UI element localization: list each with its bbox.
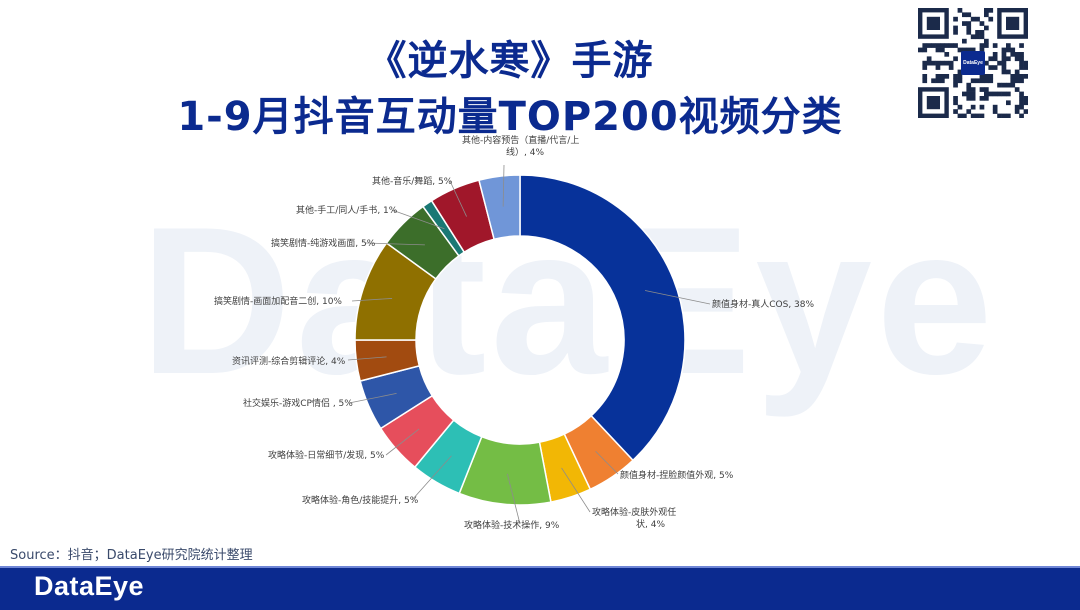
data-label: 资讯评测-综合剪辑评论, 4% (232, 355, 346, 367)
footer-brand-logo: DataEye (34, 571, 145, 601)
leader-line (595, 450, 619, 475)
data-label: 搞笑剧情-纯游戏画面, 5% (271, 237, 376, 249)
leader-line (351, 298, 393, 302)
data-label: 社交娱乐-游戏CP情侣 , 5% (243, 397, 353, 409)
chart-title-line2: 1-9月抖音互动量TOP200视频分类 (177, 94, 843, 140)
leader-line (385, 428, 420, 456)
data-label: 攻略体验-皮肤外观任状, 4% (592, 506, 676, 530)
leader-line (348, 393, 397, 404)
data-label: 其他-内容预告（直播/代言/上线）, 4% (462, 134, 579, 158)
data-label: 攻略体验-技术操作, 9% (464, 519, 560, 531)
data-label: 搞笑剧情-画面加配音二创, 10% (214, 295, 342, 307)
donut-slice (519, 174, 686, 462)
chart-title-line1: 《逆水寒》手游 (366, 38, 654, 84)
qr-logo: DataEye (961, 51, 985, 75)
data-label: 其他-手工/同人/手书, 1% (296, 204, 398, 216)
donut-chart: 颜值身材-真人COS, 38% 颜值身材-捏脸颜值外观, 5% 攻略体验-皮肤外观任… (214, 134, 815, 531)
data-label: 攻略体验-日常细节/发现, 5% (268, 449, 385, 461)
leader-line (365, 242, 425, 246)
leader-line (391, 209, 445, 230)
data-label: 攻略体验-角色/技能提升, 5% (302, 494, 419, 506)
source-note: Source：抖音；DataEye研究院统计整理 (10, 548, 253, 563)
data-label: 其他-音乐/舞蹈, 5% (372, 175, 453, 187)
leader-line (411, 455, 452, 501)
leader-line (502, 164, 505, 207)
leader-line (506, 473, 521, 525)
data-label: 颜值身材-真人COS, 38% (712, 298, 815, 310)
data-label: 颜值身材-捏脸颜值外观, 5% (620, 469, 734, 481)
leader-line (347, 356, 387, 361)
leader-line (561, 467, 591, 513)
footer-bar: DataEye (0, 566, 1080, 610)
leader-line (644, 290, 711, 305)
leader-line (449, 180, 467, 217)
qr-code[interactable]: DataEye (918, 8, 1028, 118)
donut-slice (478, 174, 521, 241)
